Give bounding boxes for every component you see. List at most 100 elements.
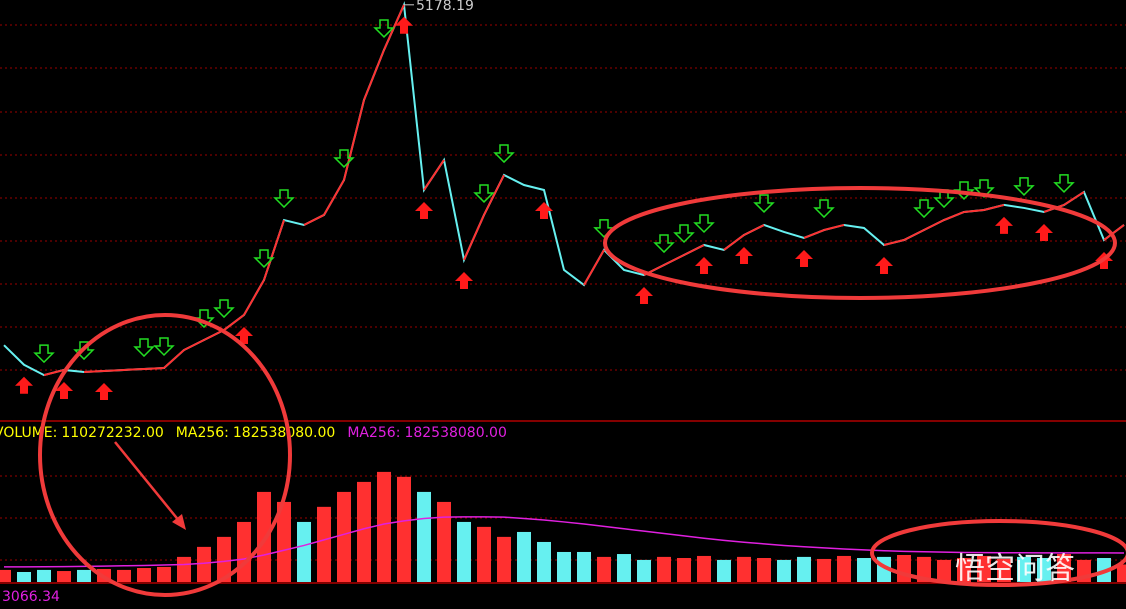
- sell-signal: [913, 199, 935, 219]
- sell-signal: [253, 249, 275, 269]
- volume-bar: [57, 571, 71, 582]
- volume-bar: [1117, 564, 1126, 582]
- up-segment: [243, 279, 265, 316]
- volume-bar: [137, 568, 151, 582]
- sell-signal: [473, 184, 495, 204]
- volume-bar: [117, 569, 131, 582]
- volume-bar: [337, 491, 351, 582]
- up-segment: [323, 179, 345, 216]
- volume-bar: [577, 551, 591, 582]
- up-segment: [963, 209, 985, 213]
- annotation-arrow: [114, 441, 181, 523]
- volume-bar: [797, 556, 811, 582]
- buy-signal: [455, 271, 473, 289]
- up-segment: [943, 211, 965, 221]
- sell-signal: [133, 338, 155, 358]
- buy-signal: [875, 256, 893, 274]
- readout-label: MA256:: [347, 425, 400, 441]
- up-segment: [803, 229, 825, 239]
- volume-bar: [697, 555, 711, 582]
- corner-label: 3066.34: [2, 589, 60, 605]
- volume-bar: [897, 554, 911, 582]
- volume-bar: [857, 558, 871, 582]
- volume-bar: [977, 555, 991, 582]
- readout-value: 182538080.00: [233, 425, 335, 441]
- sell-signal: [753, 194, 775, 214]
- grid: [0, 24, 1126, 584]
- up-segment: [103, 368, 125, 372]
- volume-bar: [17, 571, 31, 582]
- up-segment: [363, 49, 385, 101]
- up-segment: [663, 254, 685, 266]
- volume-bar: [437, 501, 451, 582]
- volume-bar: [277, 501, 291, 582]
- volume-bar: [397, 476, 411, 582]
- volume-bar: [317, 506, 331, 582]
- volume-bar: [917, 556, 931, 582]
- highlight-circle: [38, 313, 292, 597]
- buy-signal: [795, 249, 813, 267]
- sell-signal: [373, 19, 395, 39]
- volume-bar: [657, 556, 671, 582]
- volume-bar: [597, 556, 611, 582]
- annotation-arrowhead: [172, 514, 186, 530]
- volume-bar: [177, 556, 191, 582]
- up-segment: [143, 366, 165, 371]
- volume-bar: [77, 569, 91, 582]
- buy-signal: [535, 201, 553, 219]
- volume-bar: [717, 559, 731, 582]
- volume-bar: [537, 541, 551, 582]
- up-segment: [483, 174, 505, 216]
- buy-signal: [95, 382, 113, 400]
- up-segment: [83, 369, 105, 374]
- up-segment: [743, 224, 765, 236]
- up-segment: [903, 229, 925, 241]
- volume-bar: [357, 481, 371, 582]
- sell-signal: [153, 337, 175, 357]
- highlight-circle: [603, 186, 1117, 300]
- up-segment: [683, 244, 705, 256]
- buy-signal: [1035, 223, 1053, 241]
- sell-signal: [653, 234, 675, 254]
- up-segment: [163, 349, 185, 369]
- highlight-circle: [870, 519, 1126, 587]
- readout-value: 110272232.00: [61, 425, 163, 441]
- sell-signal: [693, 214, 715, 234]
- sell-signal: [673, 224, 695, 244]
- annotations: [38, 186, 1126, 597]
- volume-bar: [777, 559, 791, 582]
- up-segment: [423, 159, 445, 191]
- up-segment: [1103, 224, 1125, 241]
- volume-bar: [997, 558, 1011, 582]
- up-segment: [263, 219, 285, 281]
- up-segment: [223, 314, 245, 331]
- sell-signal: [1053, 174, 1075, 193]
- sell-signal: [213, 299, 235, 319]
- readouts: VOLUME: 110272232.00 MA256: 182538080.00 MA2…: [0, 425, 507, 441]
- up-segment: [43, 368, 65, 377]
- up-segment: [923, 219, 945, 231]
- buy-signal: [695, 256, 713, 274]
- watermark: 悟空问答: [955, 552, 1075, 587]
- peak-label: 5178.19: [416, 0, 474, 14]
- volume-bar: [1057, 554, 1071, 582]
- volume-bar: [677, 558, 691, 582]
- volume-bar: [0, 569, 11, 582]
- volume-bar: [157, 566, 171, 582]
- sell-signal: [273, 189, 295, 209]
- volume-bar: [217, 536, 231, 582]
- volume-bar: [557, 551, 571, 582]
- buy-signal: [55, 381, 73, 399]
- sell-signal: [33, 344, 55, 364]
- volume-bar: [417, 491, 431, 582]
- volume-bar: [297, 521, 311, 582]
- volume-bar: [1017, 556, 1031, 582]
- up-segment: [303, 214, 325, 226]
- volume-bar: [737, 556, 751, 582]
- volume-bar: [637, 559, 651, 582]
- volume-bar: [477, 526, 491, 582]
- sell-signal: [813, 199, 835, 219]
- up-segment: [183, 339, 205, 351]
